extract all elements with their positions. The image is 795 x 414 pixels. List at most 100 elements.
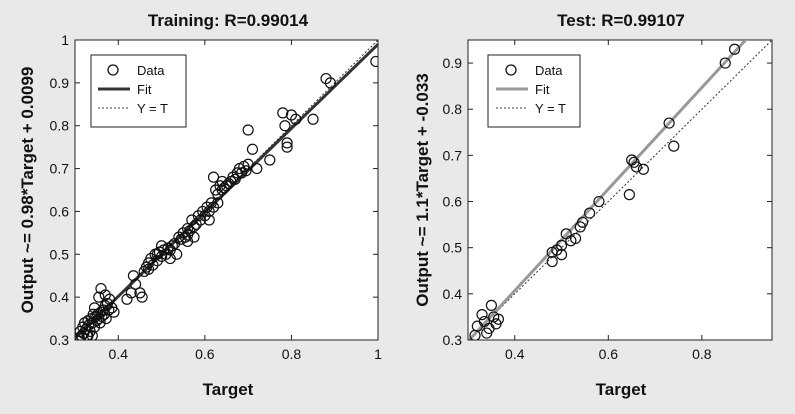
test-x-tick-label: 0.6 (599, 346, 619, 362)
test-data-point (630, 161, 642, 173)
training-data-point (207, 201, 220, 213)
training-y-tick-label: 0.4 (50, 289, 70, 305)
training-data-point (203, 214, 215, 226)
training-data-point (290, 113, 302, 125)
training-data-point (242, 124, 254, 136)
training-data-point (93, 291, 105, 303)
training-data-point (171, 248, 183, 260)
legend-data-label: Data (137, 63, 165, 78)
training-data-point (199, 210, 211, 222)
training-data-point (281, 137, 293, 149)
test-x-tick-label: 0.4 (505, 346, 525, 362)
training-data-point (88, 302, 101, 314)
training-y-tick-label: 0.8 (50, 118, 70, 134)
training-x-tick-label: 0.6 (195, 346, 215, 362)
training-data-point (227, 171, 239, 183)
test-data-point (555, 239, 568, 251)
training-data-point (246, 143, 259, 155)
training-data-point (188, 220, 200, 233)
training-data-point (251, 162, 263, 175)
training-data-point (242, 158, 254, 170)
test-data-point (555, 249, 568, 261)
training-data-point (127, 270, 140, 282)
test-data-point (637, 163, 649, 175)
training-data-point (212, 197, 224, 209)
test-y-tick-label: 0.7 (443, 147, 463, 163)
training-data-point (264, 154, 276, 166)
test-data-point (719, 57, 731, 69)
training-y-tick-label: 0.6 (50, 203, 70, 219)
training-data-point (99, 289, 111, 301)
legend-data-label: Data (535, 63, 563, 78)
training-data-point (229, 173, 241, 185)
training-y-tick-label: 0.9 (50, 75, 70, 91)
training-data-point (216, 184, 228, 196)
training-data-point (216, 175, 228, 188)
training-data-point (285, 109, 298, 121)
training-data-point (218, 182, 230, 194)
test-y-tick-label: 0.5 (443, 240, 463, 256)
test-data-point (492, 313, 504, 325)
test-data-point (583, 207, 596, 219)
training-data-point (75, 332, 85, 340)
training-data-point (160, 248, 172, 260)
training-data-point (220, 180, 233, 192)
test-y-axis-label: Output ~= 1.1*Target + -0.033 (413, 73, 432, 307)
test-y-tick-label: 0.9 (443, 55, 463, 71)
test-x-axis-label: Target (596, 380, 647, 399)
training-data-point (151, 255, 163, 267)
training-data-point (203, 205, 215, 218)
training-data-point (136, 291, 148, 303)
test-data-point (569, 232, 582, 245)
training-data-point (86, 330, 98, 340)
test-y-tick-label: 0.4 (443, 286, 463, 302)
training-title: Training: R=0.99014 (148, 11, 309, 30)
test-x-tick-label: 0.8 (692, 346, 712, 362)
training-x-tick-label: 0.4 (109, 346, 129, 362)
training-data-point (147, 259, 159, 271)
training-y-tick-label: 1 (61, 32, 69, 48)
training-data-point (277, 107, 289, 119)
training-y-tick-label: 0.3 (50, 332, 70, 348)
training-data-point (82, 330, 94, 340)
training-data-point (173, 231, 185, 243)
training-x-tick-label: 1 (374, 346, 382, 362)
training-data-point (93, 312, 105, 325)
training-data-point (125, 287, 137, 299)
training-data-point (194, 214, 207, 226)
training-y-axis-label: Output ~= 0.98*Target + 0.0099 (18, 67, 37, 314)
legend-fit-label: Fit (137, 82, 152, 97)
training-data-point (103, 304, 115, 316)
training-data-point (240, 165, 252, 177)
training-data-point (279, 120, 291, 132)
test-data-point (663, 117, 675, 129)
test-data-point (623, 189, 635, 201)
training-data-point (190, 218, 202, 230)
training-data-point (188, 231, 200, 243)
legend-data-marker (107, 64, 119, 76)
training-data-point (130, 278, 142, 290)
test-y-tick-label: 0.3 (443, 332, 463, 348)
training-data-point (166, 240, 178, 252)
test-data-point (546, 255, 558, 268)
training-data-point (370, 55, 378, 68)
test-identity-line (468, 40, 772, 340)
test-y-tick-label: 0.6 (443, 194, 463, 210)
training-legend: Data Fit Y = T (90, 54, 187, 128)
legend-data-marker (505, 64, 517, 76)
legend-identity-label: Y = T (137, 101, 168, 116)
training-data-point (324, 77, 336, 89)
test-data-point (668, 140, 680, 152)
training-y-tick-label: 0.5 (50, 246, 70, 262)
training-data-point (181, 222, 194, 235)
training-data-point (104, 293, 116, 305)
training-data-point (212, 188, 224, 200)
training-data-point (142, 263, 155, 275)
training-x-axis-label: Target (203, 380, 254, 399)
legend-fit-label: Fit (535, 82, 550, 97)
test-data-point (728, 43, 741, 55)
training-data-point (207, 171, 220, 183)
test-data-point (476, 309, 488, 321)
test-plot: Test: R=0.99107 Data Fit Y = T Target Ou… (413, 11, 773, 399)
